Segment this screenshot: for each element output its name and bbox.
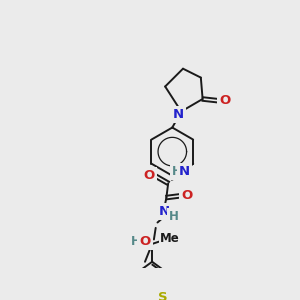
Text: N: N [173,108,184,121]
Text: O: O [219,94,230,107]
Text: H: H [169,210,178,223]
Text: Me: Me [160,232,180,245]
Text: N: N [179,165,190,178]
Text: O: O [140,235,151,248]
Text: O: O [144,169,155,182]
Text: H: H [172,165,182,178]
Text: H: H [131,235,141,248]
Text: O: O [181,189,193,202]
Text: N: N [159,205,170,218]
Text: S: S [158,291,167,300]
